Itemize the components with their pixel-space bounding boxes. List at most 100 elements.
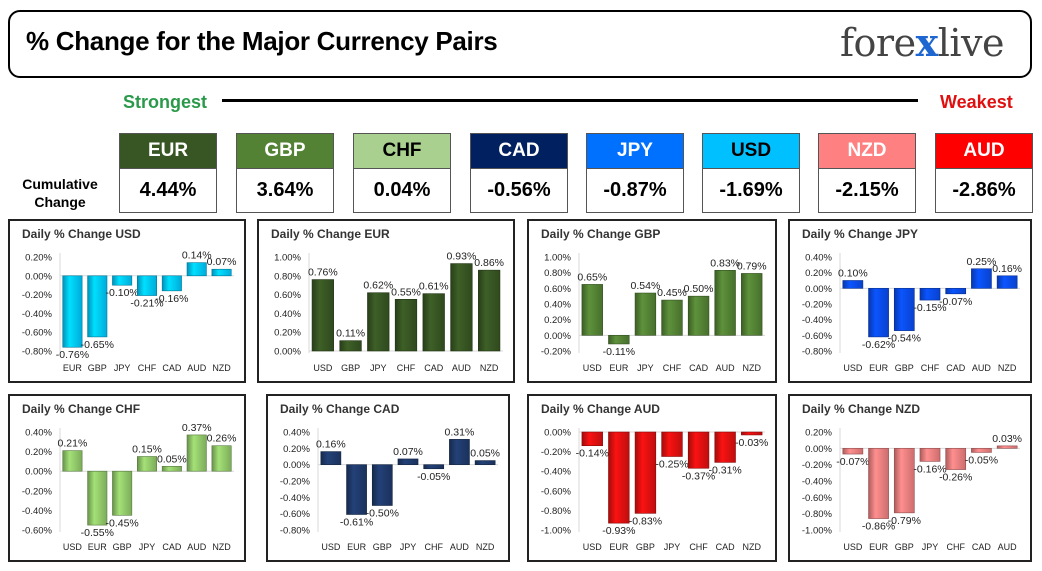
data-label: -0.50% — [366, 508, 399, 520]
data-label: -0.54% — [888, 333, 921, 345]
x-tick-label: GBP — [88, 363, 107, 373]
y-tick-label: -1.00% — [802, 526, 833, 537]
bar — [112, 470, 133, 516]
x-tick-label: CHF — [663, 363, 682, 373]
data-label: 0.11% — [336, 328, 365, 340]
y-tick-label: -0.60% — [802, 331, 833, 342]
x-tick-label: CHF — [921, 363, 940, 373]
bar — [945, 448, 967, 470]
y-tick-label: -0.80% — [802, 509, 833, 520]
data-label: 0.07% — [207, 256, 237, 268]
bar — [186, 262, 207, 277]
y-tick-label: 0.20% — [283, 444, 310, 455]
y-tick-label: -0.20% — [541, 347, 572, 358]
strongest-label: Strongest — [123, 92, 208, 112]
data-label: -0.16% — [155, 293, 188, 305]
y-tick-label: 0.20% — [25, 253, 52, 264]
bar — [311, 279, 334, 352]
y-tick-label: 0.40% — [274, 309, 301, 320]
x-tick-label: EUR — [869, 363, 889, 373]
bar — [919, 448, 941, 462]
currency-cumulative-value: -2.15% — [818, 169, 916, 213]
y-tick-label: -0.20% — [541, 447, 572, 458]
x-tick-label: USD — [843, 363, 863, 373]
data-label: 0.31% — [445, 426, 475, 438]
chart-nzd: 0.20% 0.00% -0.20% -0.40% -0.60% -0.80% -1.00%… — [802, 428, 1022, 553]
currency-code: NZD — [818, 133, 916, 169]
bar — [842, 448, 864, 455]
bar — [581, 284, 603, 336]
chart-panel-eur: Daily % Change EUR 1.00% 0.80% 0.60% 0.40% 0… — [257, 219, 515, 383]
currency-code: CAD — [470, 133, 568, 169]
chart-chf: 0.40% 0.20% 0.00% -0.20% -0.40% -0.60% 0.21% US… — [22, 422, 237, 552]
x-tick-label: USD — [63, 542, 83, 552]
chart-title: Daily % Change GBP — [541, 227, 661, 241]
x-tick-label: USD — [321, 542, 341, 552]
bar — [893, 288, 915, 331]
data-label: -0.93% — [602, 525, 635, 537]
currency-box-jpy: JPY -0.87% — [586, 133, 684, 213]
bar — [971, 268, 992, 289]
bar — [397, 458, 419, 465]
y-tick-label: 0.00% — [283, 460, 310, 471]
chart-jpy: 0.40% 0.20% 0.00% -0.20% -0.40% -0.60% -0.80% 0… — [802, 253, 1022, 374]
x-tick-label: JPY — [400, 542, 417, 552]
data-label: -0.86% — [862, 521, 895, 533]
data-label: 0.25% — [967, 256, 997, 268]
y-tick-label: 0.20% — [544, 315, 571, 326]
y-tick-label: -0.20% — [802, 300, 833, 311]
y-tick-label: 0.60% — [544, 284, 571, 295]
data-label: -0.79% — [888, 515, 921, 527]
data-label: 0.62% — [363, 280, 393, 292]
data-label: -0.05% — [417, 471, 450, 483]
bar — [868, 288, 889, 338]
bar — [62, 275, 83, 348]
y-tick-label: 0.00% — [544, 331, 571, 342]
data-label: -0.61% — [340, 516, 373, 528]
currency-box-gbp: GBP 3.64% — [236, 133, 334, 213]
y-tick-label: -0.40% — [280, 493, 311, 504]
y-tick-label: 0.40% — [805, 253, 832, 264]
chart-cad: 0.40% 0.20% 0.00% -0.20% -0.40% -0.60% -0.80% 0… — [280, 426, 500, 552]
bar — [112, 275, 133, 286]
bar — [422, 293, 445, 352]
data-label: -0.14% — [576, 448, 609, 460]
data-label: 0.16% — [316, 439, 346, 451]
bar — [971, 448, 992, 453]
bar — [474, 460, 496, 465]
bar — [608, 431, 630, 524]
y-tick-label: -0.20% — [22, 486, 53, 497]
y-tick-label: 0.40% — [283, 428, 310, 439]
x-tick-label: AUD — [972, 363, 992, 373]
x-tick-label: CHF — [397, 363, 416, 373]
x-tick-label: USD — [843, 542, 863, 552]
chart-panel-nzd: Daily % Change NZD 0.20% 0.00% -0.20% -0.40… — [788, 394, 1032, 562]
x-tick-label: JPY — [114, 363, 131, 373]
bar — [394, 299, 418, 352]
bar — [87, 275, 108, 338]
header-banner: % Change for the Major Currency Pairs fo… — [8, 10, 1032, 78]
y-tick-label: -0.60% — [280, 509, 311, 520]
currency-box-eur: EUR 4.44% — [119, 133, 217, 213]
y-tick-label: 0.00% — [805, 444, 832, 455]
chart-panel-usd: Daily % Change USD 0.20% 0.00% -0.20% -0.40… — [8, 219, 246, 383]
y-tick-label: 1.00% — [544, 253, 571, 264]
x-tick-label: CAD — [972, 542, 992, 552]
y-tick-label: 0.00% — [25, 271, 52, 282]
bar — [211, 268, 232, 277]
y-tick-label: 0.00% — [805, 284, 832, 295]
bar — [581, 431, 603, 447]
bar — [450, 263, 473, 352]
cumulative-change-label: Cumulative Change — [22, 176, 98, 210]
y-tick-label: -0.20% — [802, 460, 833, 471]
currency-cumulative-value: -1.69% — [702, 169, 800, 213]
bar — [478, 269, 501, 352]
chart-aud: 0.00% -0.20% -0.40% -0.60% -0.80% -1.00% -0.14… — [541, 428, 768, 553]
bar — [634, 292, 657, 336]
data-label: 0.45% — [657, 287, 687, 299]
bar — [661, 299, 683, 336]
y-tick-label: 0.80% — [544, 268, 571, 279]
x-tick-label: CAD — [162, 363, 182, 373]
x-tick-label: NZD — [212, 542, 231, 552]
bar — [893, 448, 915, 514]
